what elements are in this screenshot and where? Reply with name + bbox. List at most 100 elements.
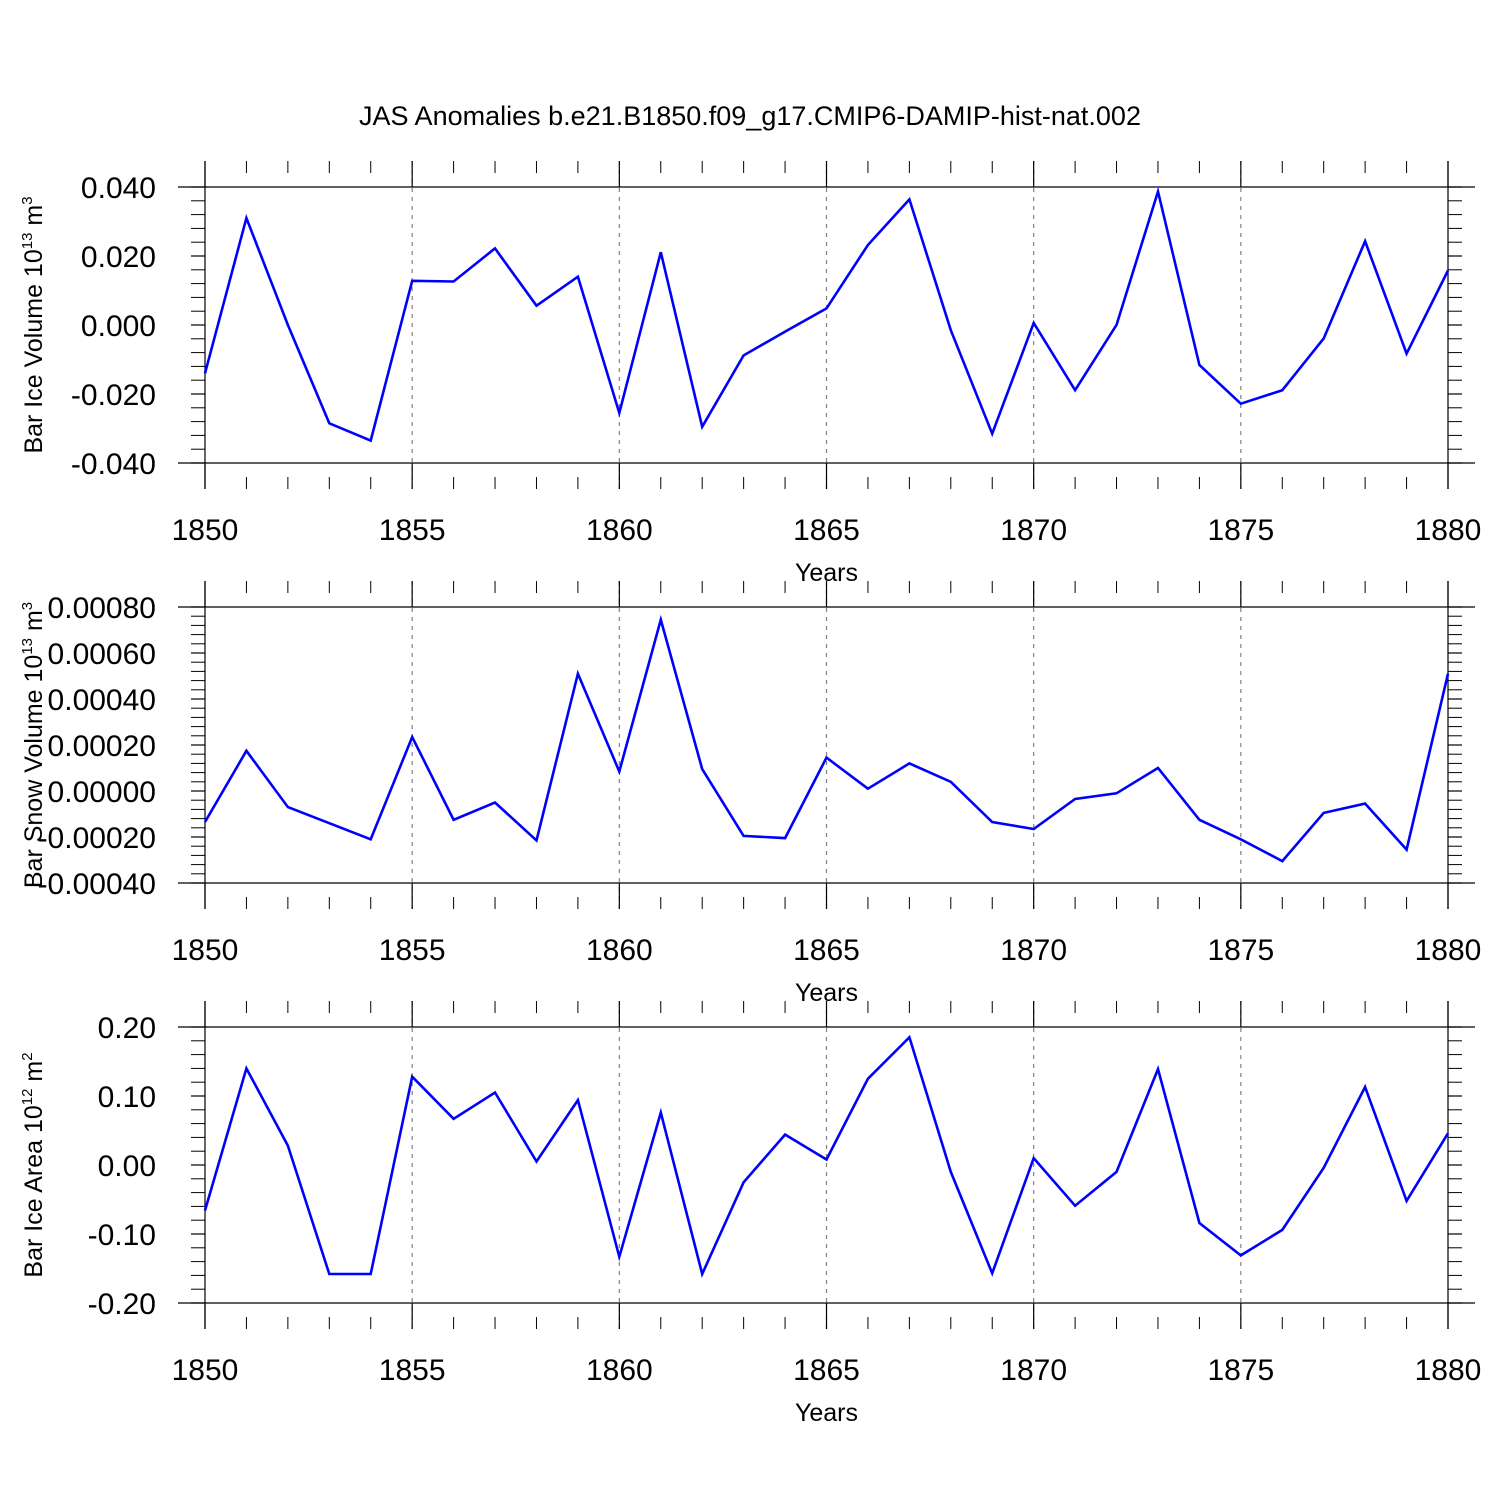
data-point (700, 767, 704, 771)
data-point (327, 821, 331, 825)
data-point (990, 432, 994, 436)
y-tick-label: 0.00040 (48, 684, 156, 717)
data-point (825, 756, 829, 760)
data-point (203, 371, 207, 375)
data-point (1446, 268, 1450, 272)
data-point (369, 837, 373, 841)
data-point (576, 275, 580, 279)
data-point (1032, 1156, 1036, 1160)
y-axis-label-unit-exponent: 3 (19, 196, 36, 204)
x-tick-label: 1875 (1207, 1354, 1274, 1387)
data-point (493, 1091, 497, 1095)
data-point (700, 425, 704, 429)
data-point (617, 1255, 621, 1259)
x-tick-label: 1855 (379, 514, 446, 547)
y-tick-label: 0.020 (81, 241, 156, 274)
data-point (1363, 239, 1367, 243)
panels-group: -0.040 -0.020 0.000 0.020 0.040 1850 1855 1860 1… (19, 161, 1481, 1427)
data-point (1032, 827, 1036, 831)
data-point (825, 306, 829, 310)
data-point (327, 1272, 331, 1276)
data-point (1197, 1221, 1201, 1225)
y-tick-label: -0.10 (88, 1219, 156, 1252)
x-tick-label: 1870 (1000, 1354, 1067, 1387)
data-point (949, 780, 953, 784)
x-tick-label: 1860 (586, 934, 653, 967)
series-line-snow-volume (203, 614, 1450, 863)
data-point (1405, 1199, 1409, 1203)
data-point (1197, 818, 1201, 822)
data-point (617, 411, 621, 415)
data-point (327, 421, 331, 425)
data-point (369, 439, 373, 443)
data-point (659, 618, 663, 622)
data-point (1363, 1085, 1367, 1089)
data-point (742, 1180, 746, 1184)
data-point (1239, 837, 1243, 841)
y-tick-label: 0.00020 (48, 730, 156, 763)
data-point (1115, 323, 1119, 327)
y-axis-label-exponent: 12 (19, 1089, 36, 1106)
data-point (576, 672, 580, 676)
x-tick-label: 1880 (1415, 934, 1482, 967)
data-point (990, 820, 994, 824)
data-point (493, 246, 497, 250)
data-point (369, 1272, 373, 1276)
y-tick-label: -0.020 (71, 379, 156, 412)
data-point (410, 1075, 414, 1079)
data-point (866, 787, 870, 791)
data-point (493, 801, 497, 805)
data-point (1239, 402, 1243, 406)
data-point (286, 805, 290, 809)
x-tick-label: 1870 (1000, 934, 1067, 967)
data-point (825, 1157, 829, 1161)
data-point (783, 330, 787, 334)
data-point (286, 1144, 290, 1148)
data-point (244, 749, 248, 753)
data-point (907, 1035, 911, 1039)
x-tick-label: 1860 (586, 1354, 653, 1387)
y-axis-label-unit: m (20, 610, 48, 638)
data-point (576, 1098, 580, 1102)
data-point (1405, 352, 1409, 356)
x-tick-label: 1875 (1207, 934, 1274, 967)
y-tick-label: 0.20 (98, 1012, 156, 1045)
y-tick-label: 0.040 (81, 172, 156, 205)
data-point (244, 1066, 248, 1070)
x-tick-label: 1870 (1000, 514, 1067, 547)
series-line-ice-area (203, 1034, 1450, 1278)
panel-snow-volume: -0.00040 -0.00020 0.00000 0.00020 0.00040 0.0… (19, 581, 1481, 1007)
y-tick-label: -0.040 (71, 448, 156, 481)
y-axis-label: Bar Ice Area 1012 m2 (19, 1052, 48, 1277)
data-point (866, 1077, 870, 1081)
data-point (1322, 811, 1326, 815)
data-point (1156, 766, 1160, 770)
data-point (1280, 1228, 1284, 1232)
data-point (700, 1272, 704, 1276)
x-tick-label: 1850 (172, 934, 239, 967)
data-point (659, 250, 663, 254)
data-point (203, 1209, 207, 1213)
data-point (1405, 848, 1409, 852)
data-point (1363, 802, 1367, 806)
data-point (949, 328, 953, 332)
y-tick-label: 0.00060 (48, 638, 156, 671)
data-point (659, 1111, 663, 1115)
data-point (742, 353, 746, 357)
data-point (1322, 1166, 1326, 1170)
x-tick-label: 1850 (172, 514, 239, 547)
data-point (1280, 859, 1284, 863)
data-point (1197, 363, 1201, 367)
data-point (1073, 388, 1077, 392)
data-point (534, 1160, 538, 1164)
y-axis-label-unit: m (20, 1061, 48, 1089)
x-tick-label: 1860 (586, 514, 653, 547)
x-tick-label: 1855 (379, 934, 446, 967)
x-tick-label: 1855 (379, 1354, 446, 1387)
x-axis-label: Years (795, 1399, 858, 1427)
data-point (1032, 321, 1036, 325)
x-tick-label: 1880 (1415, 1354, 1482, 1387)
data-point (949, 1170, 953, 1174)
y-axis-label-unit: m (20, 205, 48, 233)
data-point (452, 1117, 456, 1121)
